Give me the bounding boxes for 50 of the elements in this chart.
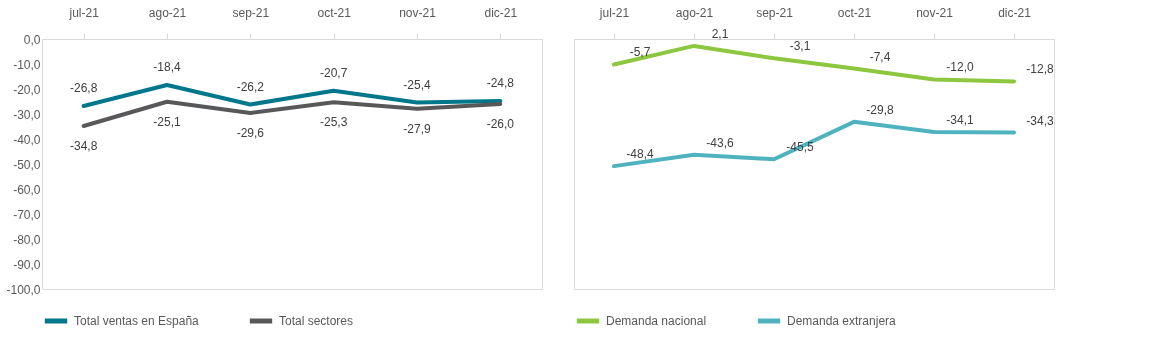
data-label: -12,8 (1026, 62, 1054, 77)
data-label: -27,9 (403, 121, 431, 136)
x-tick-label: oct-21 (317, 5, 352, 20)
data-label: -29,6 (236, 126, 265, 140)
data-label: -48,4 (626, 147, 654, 162)
x-tick-label: ago-21 (675, 5, 714, 20)
y-tick-label: -80,0 (13, 232, 41, 247)
data-label: -5,7 (629, 45, 651, 60)
data-label: -34,3 (1026, 113, 1054, 128)
y-tick-label: -90,0 (13, 257, 41, 272)
data-label: -29,8 (866, 102, 894, 117)
data-label: -34,8 (69, 139, 98, 153)
x-tick-label: nov-21 (399, 5, 437, 20)
x-tick-label: jul-21 (598, 5, 630, 20)
y-tick-label: -20,0 (13, 82, 41, 97)
x-tick-label: dic-21 (484, 5, 518, 20)
data-label: 2,1 (711, 26, 729, 41)
data-label: -25,1 (153, 114, 181, 129)
legend-label: Demanda extranjera (787, 314, 897, 328)
x-tick-label: sep-21 (756, 5, 794, 20)
legend-label: Demanda nacional (606, 314, 707, 328)
data-label: -24,8 (486, 76, 515, 90)
y-tick-label: -10,0 (13, 57, 41, 72)
data-label: -3,1 (789, 39, 811, 54)
data-label: -18,4 (153, 60, 181, 74)
y-tick-label: 0,0 (23, 32, 41, 47)
data-label: -25,3 (319, 115, 348, 130)
x-tick-label: dic-21 (998, 5, 1032, 20)
legend-label: Total sectores (279, 314, 354, 328)
data-label: -7,4 (869, 49, 891, 64)
data-label: -26,8 (69, 81, 98, 95)
data-label: -34,1 (946, 113, 974, 128)
y-tick-label: -40,0 (13, 132, 41, 147)
x-tick-label: nov-21 (916, 5, 954, 20)
legend-label: Total ventas en España (74, 314, 200, 328)
y-tick-label: -50,0 (13, 157, 41, 172)
data-label: -26,0 (486, 117, 515, 131)
x-tick-label: oct-21 (837, 5, 872, 20)
y-tick-label: -30,0 (13, 107, 41, 122)
x-tick-label: jul-21 (68, 5, 100, 20)
data-label: -12,0 (946, 60, 974, 75)
data-label: -25,4 (403, 77, 431, 92)
data-label: -20,7 (319, 65, 348, 80)
y-tick-label: -100,0 (6, 282, 41, 297)
data-label: -43,6 (706, 135, 734, 150)
y-tick-label: -60,0 (13, 182, 41, 197)
data-label: -26,2 (236, 79, 265, 94)
y-tick-label: -70,0 (13, 207, 41, 222)
x-tick-label: ago-21 (148, 5, 187, 20)
x-tick-label: sep-21 (232, 5, 270, 20)
